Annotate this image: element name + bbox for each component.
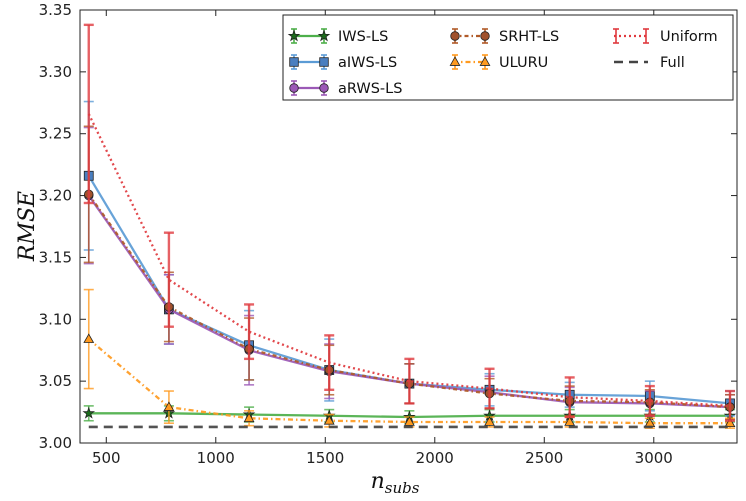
- x-tick-label: 3000: [635, 449, 673, 467]
- y-tick-label: 3.10: [39, 310, 72, 328]
- legend-label-aiws-ls: aIWS-LS: [338, 55, 397, 71]
- legend-marker-aiws-ls: [289, 57, 299, 67]
- legend-label-uniform: Uniform: [660, 29, 718, 45]
- legend-entry-uluru: ULURU: [449, 54, 548, 71]
- legend-entry-aiws-ls: aIWS-LS: [289, 54, 397, 71]
- data-point-uluru: [564, 416, 576, 426]
- error-bar-uniform: [484, 367, 495, 410]
- x-axis-title: nsubs: [371, 469, 420, 497]
- data-point-uluru: [403, 416, 415, 426]
- y-tick-label: 3.05: [39, 372, 72, 390]
- y-tick-label: 3.35: [39, 1, 72, 19]
- legend-marker-srht-ls: [480, 31, 490, 41]
- error-bar-uniform: [163, 231, 174, 328]
- data-point-uluru: [724, 417, 736, 428]
- tick-labels: 500 1000 1500 2000 2500 3000 3.00 3.05 3.10 3.15 3…: [39, 1, 673, 467]
- x-tick-label: 2500: [525, 449, 563, 467]
- y-tick-label: 3.30: [39, 63, 72, 81]
- plot-frame: [79, 9, 738, 444]
- legend-entry-uniform: Uniform: [613, 28, 718, 45]
- legend-label-iws-ls: IWS-LS: [338, 29, 388, 45]
- x-axis-title-subscript: subs: [385, 479, 420, 497]
- error-bar-uniform: [324, 334, 335, 392]
- legend-label-full: Full: [660, 55, 685, 71]
- data-point-iws-ls: [82, 406, 96, 419]
- legend-marker-arws-ls: [319, 83, 329, 93]
- error-bar-uniform: [83, 23, 94, 205]
- data-point-uluru: [243, 412, 255, 423]
- x-axis-title-main: n: [371, 469, 385, 494]
- legend-entry-arws-ls: aRWS-LS: [289, 80, 402, 97]
- legend-label-srht-ls: SRHT-LS: [499, 29, 559, 45]
- y-tick-label: 3.20: [39, 187, 72, 205]
- error-bar-uniform: [404, 357, 415, 405]
- legend-marker-uluru: [479, 56, 491, 66]
- x-tick-label: 500: [92, 449, 121, 467]
- error-bar-uniform: [724, 389, 735, 422]
- data-point-uluru: [83, 333, 95, 343]
- x-tick-label: 1500: [306, 449, 344, 467]
- legend-marker-aiws-ls: [319, 57, 329, 67]
- series-line-uniform: [87, 113, 731, 408]
- legend-label-uluru: ULURU: [499, 55, 548, 71]
- error-bar-uniform: [244, 303, 255, 361]
- data-point-uluru: [323, 414, 335, 425]
- error-bar-uniform: [644, 384, 655, 417]
- legend-marker-uluru: [449, 56, 461, 66]
- series-uniform: [83, 23, 735, 422]
- legend-marker-iws-ls: [317, 29, 331, 42]
- x-tick-label: 1000: [197, 449, 235, 467]
- x-tick-label: 2000: [416, 449, 454, 467]
- legend-marker-arws-ls: [289, 83, 299, 93]
- error-bar-uniform: [564, 376, 575, 419]
- data-point-uluru: [484, 416, 495, 426]
- legend-marker-iws-ls: [287, 29, 301, 42]
- series-layer: [82, 23, 737, 429]
- y-tick-label: 3.15: [39, 248, 72, 266]
- y-tick-label: 3.00: [39, 434, 72, 452]
- legend: IWS-LS aIWS-LS aRWS-LS SRHT-LS ULURU Uniform F…: [282, 14, 734, 101]
- data-point-uluru: [163, 401, 175, 411]
- legend-entry-srht-ls: SRHT-LS: [450, 28, 559, 45]
- legend-box: [282, 14, 734, 101]
- legend-entry-iws-ls: IWS-LS: [287, 28, 388, 45]
- legend-label-arws-ls: aRWS-LS: [338, 81, 402, 97]
- y-tick-label: 3.25: [39, 125, 72, 143]
- legend-entry-full: Full: [614, 55, 685, 71]
- legend-marker-srht-ls: [450, 31, 460, 41]
- y-axis-title: RMSE: [15, 191, 40, 262]
